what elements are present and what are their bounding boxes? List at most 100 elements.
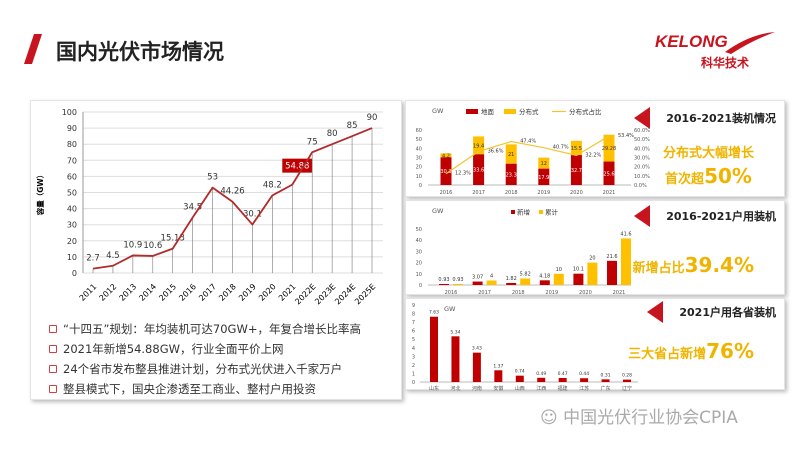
x-tick-label: 2011 xyxy=(78,282,99,303)
bar-province xyxy=(515,375,524,382)
x-tick-label: 2017 xyxy=(478,290,491,296)
x-tick-label: 2018 xyxy=(512,290,525,296)
bar-cumulative xyxy=(453,283,463,285)
bar-new xyxy=(539,280,550,285)
data-label: 0.49 xyxy=(536,371,546,377)
bar-distributed xyxy=(473,136,485,155)
ratio-line xyxy=(445,135,610,175)
install-bar-chart: 0 10 20 30 40 50 60 GW 0.0% 10.0% 20.0% 30.0% 40.0% 5… xyxy=(416,107,651,196)
data-label: 32.2% xyxy=(585,152,601,158)
y-tick-label: 4 xyxy=(412,346,415,352)
data-label: 80 xyxy=(327,129,338,139)
data-label: 36.6% xyxy=(488,148,504,154)
x-tick-label: 2024E xyxy=(333,282,357,306)
bullet-icon xyxy=(49,365,57,373)
x-tick-label: 2020 xyxy=(570,190,583,196)
data-label: 0.93 xyxy=(438,277,449,283)
bar-province xyxy=(558,377,567,382)
bar-province xyxy=(601,379,610,382)
x-tick-label: 2021 xyxy=(613,290,626,296)
y-tick-label: 10 xyxy=(67,253,77,262)
y-tick-label: 30 xyxy=(416,249,422,255)
data-label: 0.31 xyxy=(601,372,611,378)
y-tick-label: 10 xyxy=(416,272,422,278)
bullet-icon xyxy=(49,325,57,333)
data-label: 29.28 xyxy=(602,146,616,152)
x-tick-label: 2014 xyxy=(137,282,158,303)
bar-distributed xyxy=(440,153,452,158)
y2-tick-label: 40.0% xyxy=(634,146,650,152)
data-label: 32.7 xyxy=(571,168,582,174)
legend-label: 地面 xyxy=(481,107,495,116)
data-label: 90 xyxy=(367,113,378,123)
data-label: 4.18 xyxy=(539,273,550,279)
bullet-item: 整县模式下，国央企渗透至工商业、整村户用投资 xyxy=(49,379,361,399)
data-label: 54.88 xyxy=(285,162,309,172)
x-tick-label: 2022E xyxy=(293,282,317,306)
y-tick-label: 40 xyxy=(416,146,422,152)
data-label: 4.2 xyxy=(442,153,450,159)
y2-tick-label: 10.0% xyxy=(634,174,650,180)
y2-tick-label: 20.0% xyxy=(634,165,650,171)
y2-tick-label: 50.0% xyxy=(634,137,650,143)
data-label: 34.5 xyxy=(183,202,202,212)
y-tick-label: 80 xyxy=(67,140,77,149)
x-tick-label: 江苏 xyxy=(579,385,589,391)
footer-source: ☺ 中国光伏行业协会CPIA xyxy=(540,408,738,428)
data-label: 10 xyxy=(556,267,562,273)
data-label: 10.1 xyxy=(573,267,584,273)
data-label: 15.13 xyxy=(161,234,185,244)
bullet-list: “十四五”规划：年均装机可达70GW+，年复合增长比率高 2021年新增54.8… xyxy=(49,319,361,399)
data-label: 53 xyxy=(207,173,218,183)
unit-label: GW xyxy=(432,207,444,215)
bar-distributed xyxy=(603,134,615,162)
capacity-panel: 0 10 20 30 40 50 60 70 80 90 100 容量（GW） 2011 2.7 2012 4… xyxy=(30,100,402,400)
install-panel: 0 10 20 30 40 50 60 GW 0.0% 10.0% 20.0% 30.0% 40.0% 5… xyxy=(405,100,785,197)
highlight-label-box xyxy=(282,158,313,173)
bullet-item: 2021年新增54.88GW，行业全面平价上网 xyxy=(49,339,361,359)
callout-title: 2016-2021装机情况 xyxy=(634,107,776,129)
y-tick-label: 7 xyxy=(412,320,415,326)
series-line xyxy=(92,127,373,270)
data-label: 2.7 xyxy=(86,254,100,264)
y2-tick-label: 0.0% xyxy=(634,183,647,189)
bullet-item: “十四五”规划：年均装机可达70GW+，年复合增长比率高 xyxy=(49,319,361,339)
y-tick-label: 2 xyxy=(412,363,415,369)
x-tick-label: 2019 xyxy=(545,290,558,296)
y-tick-label: 0 xyxy=(72,269,77,278)
x-tick-label: 2021 xyxy=(603,190,616,196)
bar-ground xyxy=(603,161,615,185)
logo-swoosh-icon xyxy=(725,32,775,54)
title-accent-icon xyxy=(24,34,42,64)
logo-subtext: 科华技术 xyxy=(701,56,750,70)
y-tick-label: 20 xyxy=(67,237,77,246)
x-tick-label: 2012 xyxy=(98,282,119,303)
y-tick-label: 9 xyxy=(412,303,415,309)
x-tick-label: 2018 xyxy=(217,282,238,303)
wechat-icon: ☺ xyxy=(540,408,564,428)
data-label: 47.4% xyxy=(520,139,536,145)
data-label: 25.6 xyxy=(603,171,614,177)
y-tick-label: 60 xyxy=(67,172,77,181)
y-tick-label: 50 xyxy=(416,137,422,143)
bar-new xyxy=(472,281,483,285)
y-tick-label: 30 xyxy=(416,156,422,162)
data-label: 30.3 xyxy=(440,169,451,175)
y-tick-label: 0 xyxy=(419,283,422,289)
y-tick-label: 70 xyxy=(67,156,77,165)
x-tick-label: 2016 xyxy=(445,290,458,296)
legend-label: 新增 xyxy=(517,208,530,217)
data-label: 7.63 xyxy=(429,310,439,316)
y-tick-label: 30 xyxy=(67,221,77,230)
data-label: 4 xyxy=(490,274,493,280)
data-label: 0.47 xyxy=(558,371,568,377)
x-tick-label: 2019 xyxy=(537,190,550,196)
data-label: 5.34 xyxy=(450,329,460,335)
bar-distributed xyxy=(538,157,550,169)
logo: KELONG 科华技术 xyxy=(655,30,775,80)
y-tick-label: 20 xyxy=(416,261,422,267)
bar-ground xyxy=(570,155,582,185)
y-tick-label: 0 xyxy=(412,380,415,386)
bullet-icon xyxy=(49,345,57,353)
data-label: 33.6 xyxy=(473,168,484,174)
